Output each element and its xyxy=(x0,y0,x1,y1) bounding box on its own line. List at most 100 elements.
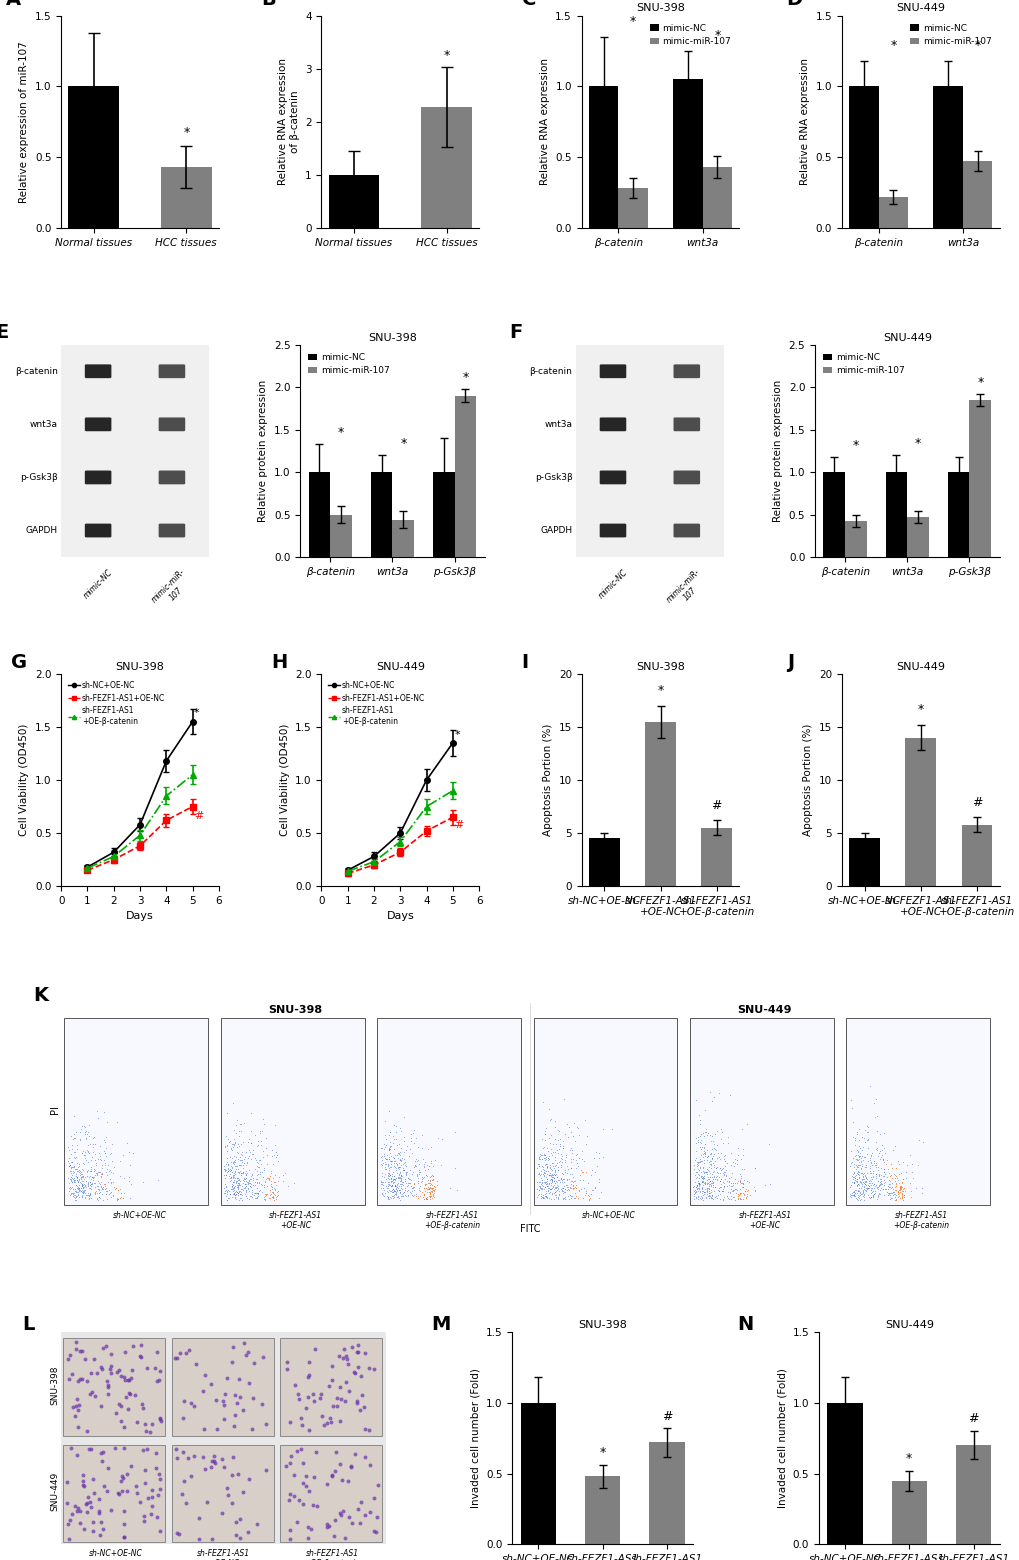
Point xyxy=(64,1175,81,1200)
Point xyxy=(74,1176,91,1201)
Point xyxy=(350,1496,366,1521)
Point xyxy=(177,1490,194,1515)
Point xyxy=(697,1186,713,1211)
Point xyxy=(248,1181,264,1206)
Point xyxy=(117,1384,133,1409)
Point xyxy=(864,1173,880,1198)
Point xyxy=(216,1176,232,1201)
Point xyxy=(530,1145,546,1170)
Point xyxy=(895,1184,911,1209)
Point xyxy=(735,1181,751,1206)
Point xyxy=(701,1080,717,1104)
Point xyxy=(391,1168,408,1193)
Point xyxy=(232,1153,249,1178)
Point xyxy=(701,1168,717,1193)
Point xyxy=(732,1170,748,1195)
Point xyxy=(81,1120,97,1145)
Point xyxy=(886,1178,902,1203)
Text: SNU-449: SNU-449 xyxy=(50,1471,59,1512)
Point xyxy=(859,1115,875,1140)
Point xyxy=(246,1182,262,1207)
Point xyxy=(530,1178,546,1203)
Point xyxy=(694,1187,710,1212)
Point xyxy=(406,1154,422,1179)
Point xyxy=(536,1153,552,1178)
Point xyxy=(846,1181,862,1206)
Point xyxy=(115,1524,131,1549)
Point xyxy=(84,1167,100,1192)
Point xyxy=(867,1153,883,1178)
Point xyxy=(240,1370,257,1395)
Point xyxy=(543,1164,559,1189)
Point xyxy=(381,1134,397,1159)
Point xyxy=(691,1108,707,1133)
Text: sh-FEZF1-AS1
+OE-β-catenin: sh-FEZF1-AS1 +OE-β-catenin xyxy=(424,1211,480,1231)
Point xyxy=(228,1179,245,1204)
Point xyxy=(547,1168,564,1193)
Point xyxy=(285,1462,302,1487)
Point xyxy=(105,1175,121,1200)
Point xyxy=(224,1462,240,1487)
Point xyxy=(383,1148,399,1173)
Point xyxy=(229,1181,246,1206)
Point xyxy=(879,1181,896,1206)
Point xyxy=(185,1393,202,1418)
Point xyxy=(381,1161,397,1186)
Point xyxy=(392,1139,409,1164)
Point xyxy=(90,1162,106,1187)
Point xyxy=(687,1170,703,1195)
Point xyxy=(233,1147,250,1172)
FancyBboxPatch shape xyxy=(64,1017,208,1204)
Point xyxy=(562,1120,579,1145)
Point xyxy=(688,1087,704,1112)
Text: D: D xyxy=(786,0,802,9)
Point xyxy=(405,1176,421,1201)
Point xyxy=(548,1173,565,1198)
Point xyxy=(243,1172,259,1197)
Point xyxy=(382,1134,398,1159)
Point xyxy=(425,1167,441,1192)
Point xyxy=(337,1343,354,1368)
Point xyxy=(372,1172,388,1197)
Point xyxy=(700,1176,716,1201)
Point xyxy=(231,1153,248,1178)
Text: PI: PI xyxy=(50,1104,59,1114)
Point xyxy=(362,1452,378,1477)
Point xyxy=(82,1159,98,1184)
Point xyxy=(100,1374,116,1399)
Point xyxy=(339,1468,356,1493)
Point xyxy=(890,1148,906,1173)
Point xyxy=(94,1156,110,1181)
Point xyxy=(425,1173,441,1198)
Point xyxy=(222,1164,238,1189)
Point xyxy=(540,1172,556,1197)
Point xyxy=(221,1161,237,1186)
Point xyxy=(888,1182,904,1207)
Point xyxy=(254,1119,270,1143)
Point xyxy=(909,1153,925,1178)
Point xyxy=(734,1175,750,1200)
Point xyxy=(218,1162,234,1187)
Point xyxy=(67,1178,84,1203)
Point xyxy=(97,1129,113,1154)
Point xyxy=(222,1128,238,1153)
Point xyxy=(191,1505,207,1530)
Point xyxy=(841,1184,857,1209)
Point xyxy=(96,1128,112,1153)
Point xyxy=(66,1103,83,1128)
Point xyxy=(208,1388,224,1413)
Bar xyxy=(68,86,119,228)
Point xyxy=(550,1178,567,1203)
Point xyxy=(228,1181,245,1206)
Point xyxy=(534,1147,550,1172)
Point xyxy=(559,1125,576,1150)
Point xyxy=(849,1154,865,1179)
Point xyxy=(98,1181,114,1206)
Point xyxy=(231,1111,248,1136)
Point xyxy=(137,1471,153,1496)
Point xyxy=(399,1178,416,1203)
Point xyxy=(76,1186,93,1211)
Point xyxy=(550,1167,567,1192)
Point xyxy=(225,1150,242,1175)
Point xyxy=(420,1175,436,1200)
